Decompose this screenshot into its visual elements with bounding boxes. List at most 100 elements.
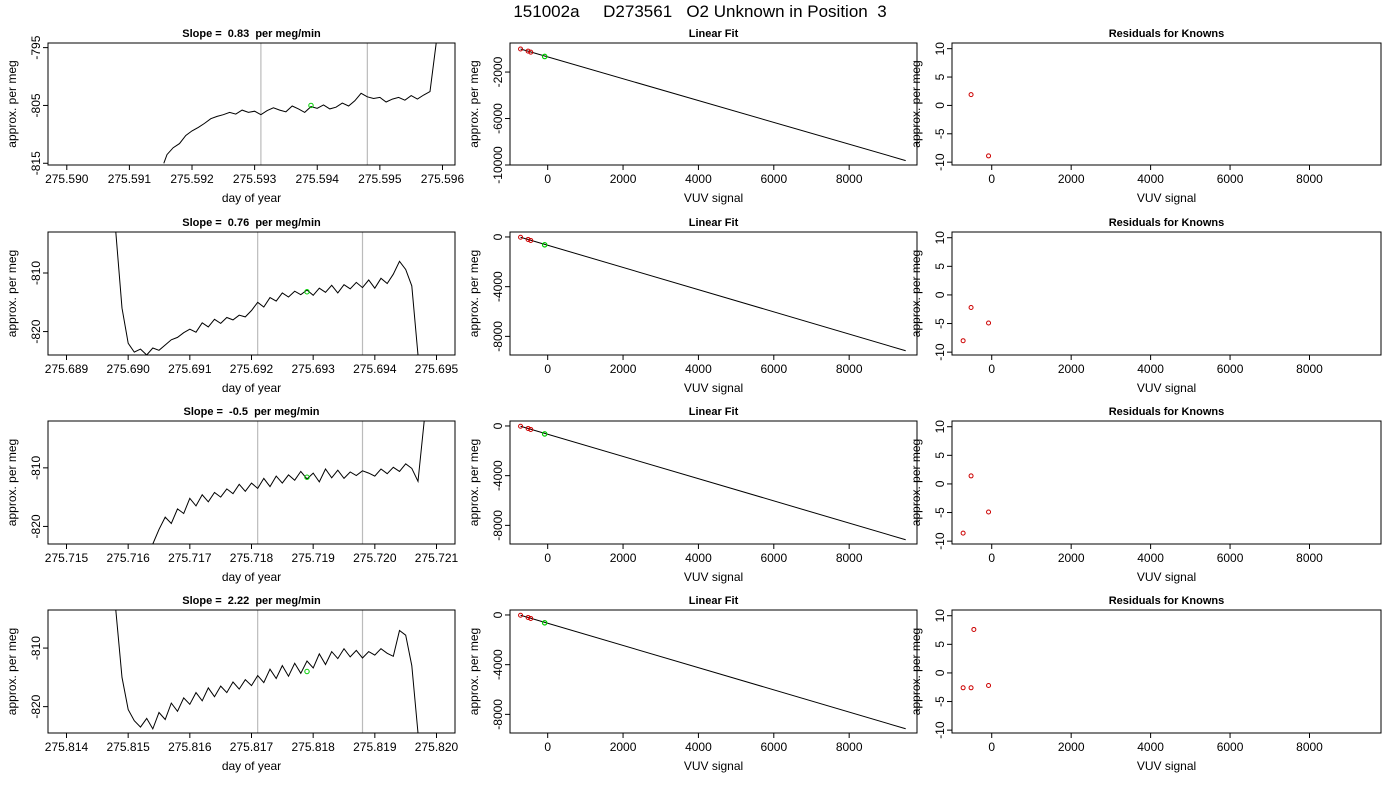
data-trace bbox=[163, 43, 437, 164]
x-tick-label: 275.593 bbox=[233, 172, 277, 186]
unknown-point bbox=[541, 53, 548, 60]
y-axis-label: approx. per meg bbox=[909, 250, 923, 337]
x-axis-label: VUV signal bbox=[1137, 759, 1196, 773]
plot-area bbox=[960, 473, 992, 536]
x-tick-label: 4000 bbox=[1137, 172, 1164, 186]
residual-point bbox=[960, 685, 966, 691]
x-tick-label: 2000 bbox=[610, 740, 637, 754]
known-point bbox=[518, 234, 524, 240]
plot-frame bbox=[509, 609, 918, 734]
x-tick-label: 275.814 bbox=[45, 740, 89, 754]
data-trace bbox=[115, 610, 419, 733]
plot-area bbox=[518, 612, 906, 730]
known-point bbox=[525, 48, 531, 54]
y-tick-label: 0 bbox=[933, 291, 947, 298]
y-tick-label: -810 bbox=[29, 456, 43, 480]
x-tick-label: 275.592 bbox=[170, 172, 214, 186]
y-axis-label: approx. per meg bbox=[467, 60, 481, 147]
x-tick-label: 8000 bbox=[1296, 172, 1323, 186]
plot-frame bbox=[951, 231, 1382, 356]
plot-area bbox=[960, 305, 992, 344]
y-tick-label: -4000 bbox=[491, 271, 505, 302]
data-trace bbox=[115, 232, 419, 355]
x-axis-label: day of year bbox=[222, 570, 281, 584]
x-tick-label: 0 bbox=[544, 362, 551, 376]
plot-area bbox=[518, 234, 906, 352]
x-tick-label: 275.817 bbox=[230, 740, 274, 754]
plot-frame bbox=[509, 420, 918, 545]
x-tick-label: 275.591 bbox=[108, 172, 152, 186]
y-tick-label: -810 bbox=[29, 261, 43, 285]
x-tick-label: 275.816 bbox=[168, 740, 212, 754]
y-tick-label: -10 bbox=[933, 721, 947, 739]
y-tick-label: 5 bbox=[933, 263, 947, 270]
residual-point bbox=[968, 685, 974, 691]
known-point bbox=[528, 237, 534, 243]
x-tick-label: 8000 bbox=[1296, 362, 1323, 376]
y-tick-label: -10 bbox=[933, 532, 947, 550]
x-tick-label: 275.718 bbox=[230, 551, 274, 565]
y-tick-label: -795 bbox=[29, 35, 43, 59]
plot-area bbox=[152, 421, 425, 544]
unknown-point bbox=[541, 241, 548, 248]
x-axis-label: VUV signal bbox=[684, 191, 743, 205]
chart-panel-11: Linear Fit 0 2000 4000 6000 8000 -8000 -4000 0 VU… bbox=[467, 595, 918, 773]
y-tick-label: -2000 bbox=[491, 56, 505, 87]
y-tick-label: 0 bbox=[933, 102, 947, 109]
y-tick-label: 5 bbox=[933, 452, 947, 459]
y-tick-label: -8000 bbox=[491, 321, 505, 352]
x-axis-label: VUV signal bbox=[1137, 191, 1196, 205]
y-tick-label: -820 bbox=[29, 319, 43, 343]
plot-area bbox=[518, 46, 906, 162]
unknown-point bbox=[541, 619, 548, 626]
plot-area bbox=[968, 92, 992, 159]
x-tick-label: 275.691 bbox=[168, 362, 212, 376]
fit-line bbox=[520, 425, 906, 541]
y-tick-label: -4000 bbox=[491, 460, 505, 491]
y-tick-label: 5 bbox=[933, 641, 947, 648]
y-tick-label: 10 bbox=[933, 231, 947, 245]
y-tick-label: -5 bbox=[933, 318, 947, 329]
x-tick-label: 275.820 bbox=[415, 740, 459, 754]
x-tick-label: 6000 bbox=[1217, 362, 1244, 376]
plot-frame bbox=[951, 420, 1382, 545]
x-tick-label: 275.720 bbox=[353, 551, 397, 565]
x-tick-label: 275.695 bbox=[415, 362, 459, 376]
residual-point bbox=[960, 530, 966, 536]
y-tick-label: -5 bbox=[933, 696, 947, 707]
y-axis-label: approx. per meg bbox=[5, 439, 19, 526]
x-tick-label: 2000 bbox=[1058, 362, 1085, 376]
y-tick-label: 0 bbox=[933, 480, 947, 487]
x-tick-label: 8000 bbox=[836, 551, 863, 565]
x-tick-label: 8000 bbox=[1296, 551, 1323, 565]
y-tick-label: -815 bbox=[29, 151, 43, 175]
plot-area bbox=[163, 43, 437, 165]
x-tick-label: 275.694 bbox=[353, 362, 397, 376]
chart-title: Linear Fit bbox=[689, 595, 739, 607]
x-tick-label: 2000 bbox=[610, 172, 637, 186]
plot-frame bbox=[509, 42, 918, 166]
x-tick-label: 8000 bbox=[836, 172, 863, 186]
chart-title: Slope = 0.76 per meg/min bbox=[182, 217, 321, 229]
chart-title: Slope = -0.5 per meg/min bbox=[183, 406, 319, 418]
x-tick-label: 0 bbox=[988, 172, 995, 186]
x-tick-label: 0 bbox=[544, 551, 551, 565]
chart-title: Linear Fit bbox=[689, 28, 739, 40]
plot-frame bbox=[47, 420, 456, 545]
x-tick-label: 4000 bbox=[1137, 740, 1164, 754]
y-axis-label: approx. per meg bbox=[467, 439, 481, 526]
plot-frame bbox=[951, 609, 1382, 734]
y-tick-label: -10 bbox=[933, 153, 947, 171]
y-tick-label: 0 bbox=[491, 611, 505, 618]
x-tick-label: 0 bbox=[544, 172, 551, 186]
chart-panel-10: Slope = 2.22 per meg/min 275.814 275.815 27… bbox=[5, 595, 459, 773]
x-tick-label: 275.590 bbox=[45, 172, 89, 186]
y-axis-label: approx. per meg bbox=[467, 628, 481, 715]
x-tick-label: 275.690 bbox=[106, 362, 150, 376]
x-tick-label: 6000 bbox=[760, 740, 787, 754]
y-tick-label: -820 bbox=[29, 694, 43, 718]
known-point bbox=[518, 46, 524, 52]
plot-area bbox=[115, 610, 419, 733]
known-point bbox=[528, 615, 534, 621]
